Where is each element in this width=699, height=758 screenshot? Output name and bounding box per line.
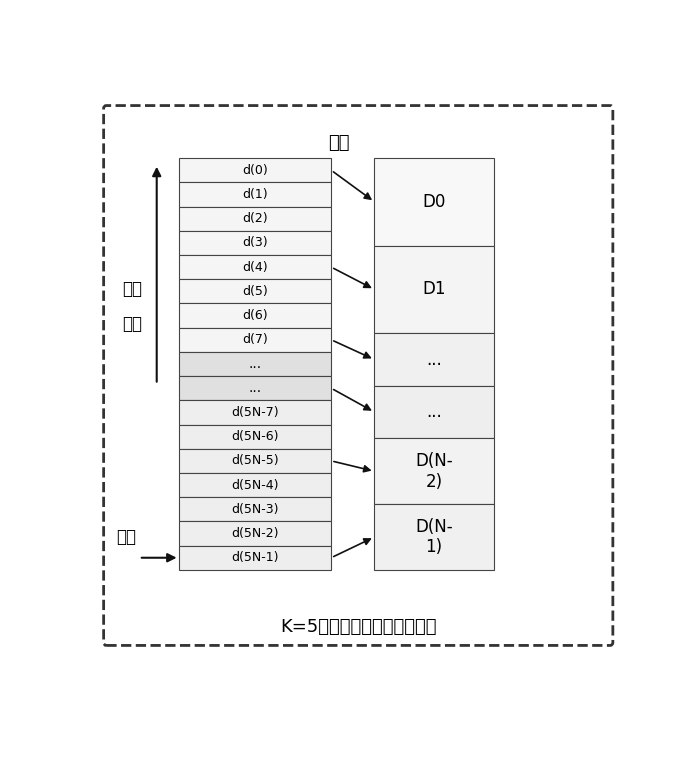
- Bar: [180, 352, 331, 376]
- Text: d(3): d(3): [243, 236, 268, 249]
- Text: ...: ...: [249, 357, 262, 371]
- Bar: [180, 449, 331, 473]
- Bar: [375, 386, 493, 438]
- Bar: [375, 504, 493, 570]
- Bar: [180, 424, 331, 449]
- Text: d(6): d(6): [243, 309, 268, 322]
- Bar: [375, 334, 493, 386]
- Bar: [375, 246, 493, 334]
- Bar: [180, 279, 331, 303]
- Bar: [180, 473, 331, 497]
- Bar: [180, 546, 331, 570]
- Text: d(4): d(4): [243, 261, 268, 274]
- Text: D(N-
1): D(N- 1): [415, 518, 453, 556]
- Text: 移位: 移位: [122, 280, 142, 299]
- Bar: [180, 183, 331, 206]
- Bar: [180, 206, 331, 230]
- Bar: [180, 522, 331, 546]
- Text: ...: ...: [249, 381, 262, 395]
- Bar: [375, 438, 493, 504]
- Text: d(5N-5): d(5N-5): [231, 454, 279, 468]
- Bar: [180, 158, 331, 183]
- Text: d(7): d(7): [243, 334, 268, 346]
- Text: d(5N-1): d(5N-1): [231, 551, 279, 564]
- Text: 抽取: 抽取: [329, 134, 350, 152]
- Bar: [180, 376, 331, 400]
- Text: d(2): d(2): [243, 212, 268, 225]
- FancyBboxPatch shape: [103, 105, 613, 646]
- Text: d(5N-3): d(5N-3): [231, 503, 279, 515]
- Bar: [180, 497, 331, 522]
- Text: d(5N-7): d(5N-7): [231, 406, 279, 419]
- Bar: [375, 158, 493, 246]
- Text: K=5时其中一路移位寄存抽取: K=5时其中一路移位寄存抽取: [280, 618, 436, 636]
- Text: D0: D0: [422, 193, 446, 211]
- Text: d(5N-6): d(5N-6): [231, 430, 279, 443]
- Text: ...: ...: [426, 403, 442, 421]
- Text: d(1): d(1): [243, 188, 268, 201]
- Text: 输入: 输入: [116, 528, 136, 547]
- Text: D(N-
2): D(N- 2): [415, 452, 453, 490]
- Bar: [180, 303, 331, 327]
- Bar: [180, 400, 331, 424]
- Text: ...: ...: [426, 351, 442, 368]
- Text: 寄存: 寄存: [122, 315, 142, 334]
- Text: D1: D1: [422, 280, 446, 299]
- Text: d(5): d(5): [243, 285, 268, 298]
- Text: d(5N-4): d(5N-4): [231, 478, 279, 492]
- Text: d(5N-2): d(5N-2): [231, 527, 279, 540]
- Bar: [180, 327, 331, 352]
- Text: d(0): d(0): [243, 164, 268, 177]
- Bar: [180, 255, 331, 279]
- Bar: [180, 230, 331, 255]
